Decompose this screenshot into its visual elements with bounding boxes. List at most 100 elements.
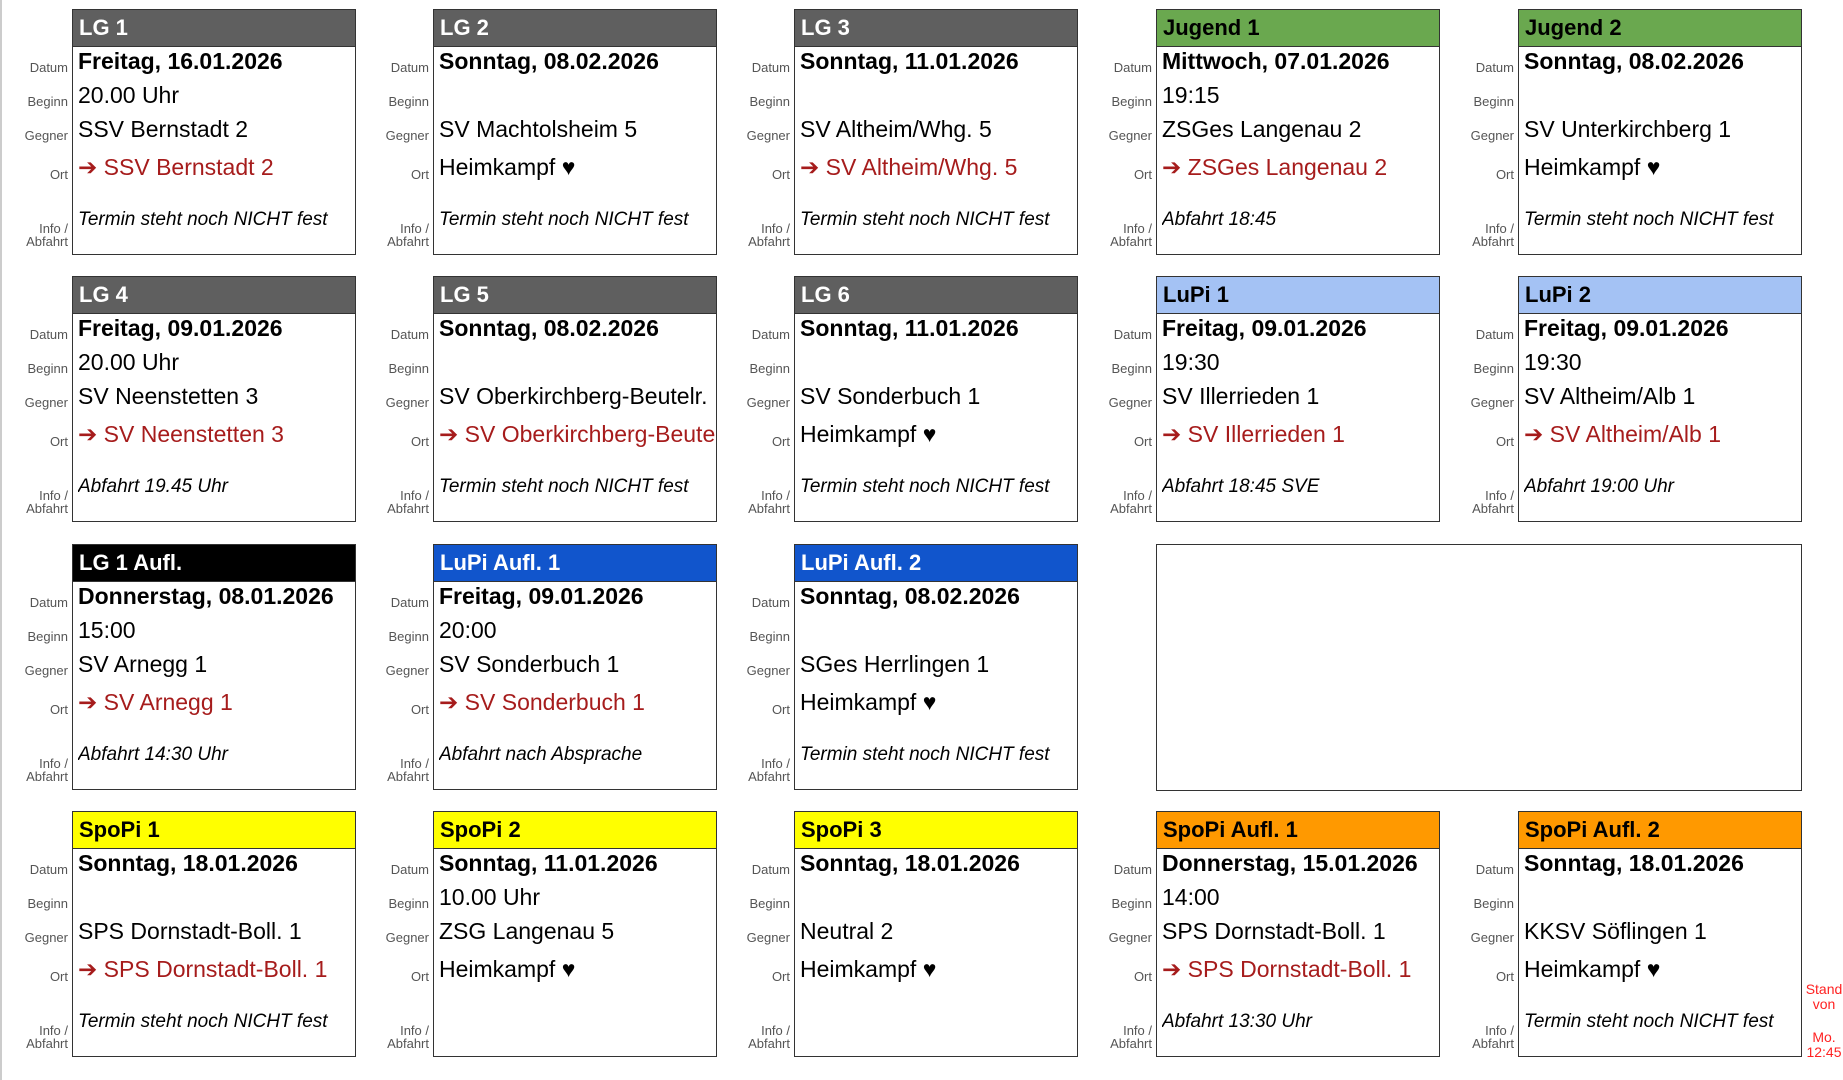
home-label: Heimkampf	[439, 956, 556, 982]
field-label-info: Abfahrt	[748, 1036, 790, 1051]
home-label: Heimkampf	[800, 421, 917, 447]
field-label-opponent: Gegner	[385, 930, 429, 945]
location: ➔ SV Oberkirchberg-Beutelr.	[439, 421, 715, 448]
opponent: SSV Bernstadt 2	[78, 116, 249, 142]
match-card: LuPi 1 Freitag, 09.01.2026 19:30 SV Illerri…	[1156, 276, 1440, 522]
field-label-info: Info /	[761, 756, 790, 771]
field-label-info: Info /	[1123, 221, 1152, 236]
field-label-location: Ort	[1133, 969, 1152, 984]
match-card: SpoPi 1 Sonntag, 18.01.2026 SPS Dornstadt-…	[72, 811, 356, 1057]
field-label-info: Info /	[39, 756, 68, 771]
opponent: SV Unterkirchberg 1	[1524, 116, 1732, 142]
field-label-date: Datum	[751, 595, 790, 610]
field-label-location: Ort	[49, 434, 68, 449]
arrow-right-icon: ➔	[78, 421, 98, 447]
field-label-info: Abfahrt	[26, 1036, 68, 1051]
field-label-time: Beginn	[388, 896, 429, 911]
field-label-info: Abfahrt	[1110, 501, 1152, 516]
away-location: SV Altheim/Alb 1	[1549, 421, 1721, 447]
arrow-right-icon: ➔	[78, 956, 98, 982]
match-card: Jugend 1 Mittwoch, 07.01.2026 19:15 ZSGes L…	[1156, 9, 1440, 255]
match-card: LG 1 Freitag, 16.01.2026 20.00 Uhr SSV Bern…	[72, 9, 356, 255]
field-label-location: Ort	[49, 702, 68, 717]
opponent: ZSGes Langenau 2	[1162, 116, 1362, 142]
start-time: 19:30	[1162, 349, 1220, 375]
field-label-info: Info /	[1123, 1023, 1152, 1038]
match-card: LuPi Aufl. 2 Sonntag, 08.02.2026 SGes Herr…	[794, 544, 1078, 790]
heart-icon: ♥	[922, 421, 937, 447]
team-header: LG 2	[434, 10, 716, 47]
info-text: Termin steht noch NICHT fest	[78, 209, 328, 230]
match-date: Sonntag, 11.01.2026	[439, 850, 658, 876]
field-label-info: Abfahrt	[1472, 501, 1514, 516]
field-label-time: Beginn	[749, 94, 790, 109]
opponent: SV Illerrieden 1	[1162, 383, 1320, 409]
field-label-location: Ort	[771, 969, 790, 984]
match-date: Sonntag, 08.02.2026	[800, 583, 1020, 609]
arrow-right-icon: ➔	[1162, 956, 1182, 982]
match-date: Sonntag, 08.02.2026	[439, 48, 659, 74]
match-card: LG 2 Sonntag, 08.02.2026 SV Machtolsheim 5…	[433, 9, 717, 255]
field-label-location: Ort	[410, 167, 429, 182]
field-label-info: Info /	[400, 756, 429, 771]
field-label-opponent: Gegner	[746, 128, 790, 143]
field-label-opponent: Gegner	[1108, 128, 1152, 143]
arrow-right-icon: ➔	[78, 154, 98, 180]
field-label-date: Datum	[390, 595, 429, 610]
field-label-time: Beginn	[749, 896, 790, 911]
info-text: Termin steht noch NICHT fest	[800, 476, 1050, 497]
field-label-info: Info /	[39, 221, 68, 236]
location: Heimkampf ♥	[439, 956, 715, 983]
field-label-location: Ort	[49, 969, 68, 984]
field-label-info: Abfahrt	[1472, 1036, 1514, 1051]
field-label-location: Ort	[49, 167, 68, 182]
location: Heimkampf ♥	[800, 689, 1076, 716]
location: ➔ SV Illerrieden 1	[1162, 421, 1438, 448]
opponent: Neutral 2	[800, 918, 894, 944]
last-updated-line: 12:45	[1806, 1044, 1842, 1060]
last-updated: Stand von Mo. 12:45	[1803, 982, 1843, 1060]
opponent: SV Arnegg 1	[78, 651, 208, 677]
opponent: SGes Herrlingen 1	[800, 651, 990, 677]
info-text: Termin steht noch NICHT fest	[800, 209, 1050, 230]
field-label-opponent: Gegner	[1470, 128, 1514, 143]
field-label-time: Beginn	[27, 629, 68, 644]
field-label-date: Datum	[390, 327, 429, 342]
team-header: LG 6	[795, 277, 1077, 314]
field-label-time: Beginn	[1473, 361, 1514, 376]
field-label-time: Beginn	[1473, 94, 1514, 109]
field-label-opponent: Gegner	[24, 663, 68, 678]
opponent: SPS Dornstadt-Boll. 1	[1162, 918, 1386, 944]
match-date: Sonntag, 11.01.2026	[800, 48, 1019, 74]
info-text: Termin steht noch NICHT fest	[78, 1011, 328, 1032]
match-date: Freitag, 09.01.2026	[1524, 315, 1729, 341]
match-date: Mittwoch, 07.01.2026	[1162, 48, 1390, 74]
arrow-right-icon: ➔	[1162, 154, 1182, 180]
match-date: Donnerstag, 15.01.2026	[1162, 850, 1418, 876]
opponent: SPS Dornstadt-Boll. 1	[78, 918, 302, 944]
field-label-opponent: Gegner	[1470, 395, 1514, 410]
opponent: SV Sonderbuch 1	[800, 383, 981, 409]
last-updated-line: von	[1812, 996, 1836, 1012]
away-location: SV Oberkirchberg-Beutelr.	[464, 421, 715, 447]
away-location: ZSGes Langenau 2	[1187, 154, 1388, 180]
field-label-location: Ort	[1495, 434, 1514, 449]
match-date: Sonntag, 18.01.2026	[1524, 850, 1744, 876]
team-header: LuPi 2	[1519, 277, 1801, 314]
location: ➔ SV Sonderbuch 1	[439, 689, 715, 716]
field-label-time: Beginn	[749, 629, 790, 644]
field-label-date: Datum	[29, 60, 68, 75]
opponent: SV Neenstetten 3	[78, 383, 259, 409]
field-label-opponent: Gegner	[24, 395, 68, 410]
team-header: SpoPi Aufl. 1	[1157, 812, 1439, 849]
field-label-time: Beginn	[388, 629, 429, 644]
field-label-opponent: Gegner	[24, 128, 68, 143]
team-header: LuPi Aufl. 2	[795, 545, 1077, 582]
field-label-time: Beginn	[1473, 896, 1514, 911]
field-label-location: Ort	[1495, 969, 1514, 984]
match-date: Sonntag, 11.01.2026	[800, 315, 1019, 341]
away-location: SSV Bernstadt 2	[103, 154, 274, 180]
location: Heimkampf ♥	[439, 154, 715, 181]
team-header: Jugend 2	[1519, 10, 1801, 47]
field-label-opponent: Gegner	[24, 930, 68, 945]
